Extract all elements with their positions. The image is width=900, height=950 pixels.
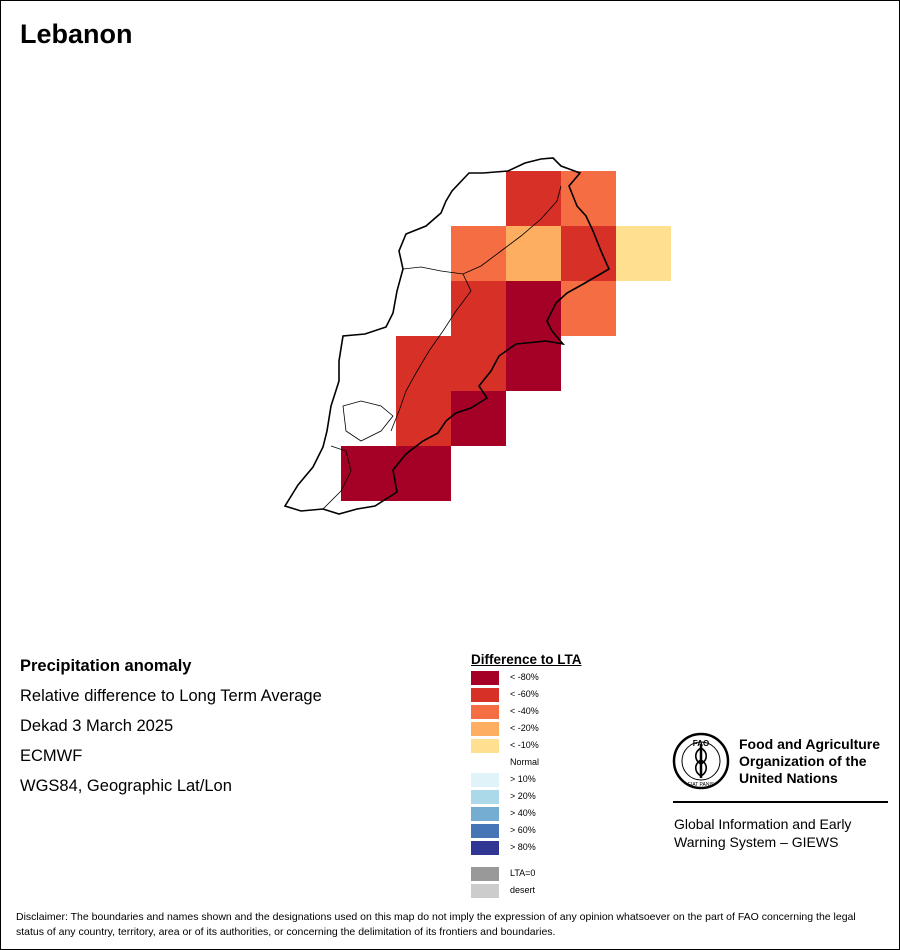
giews-line: Warning System – GIEWS bbox=[674, 834, 839, 850]
anomaly-cell bbox=[561, 171, 616, 226]
info-heading: Precipitation anomaly bbox=[20, 657, 192, 675]
legend-swatch bbox=[471, 841, 499, 855]
legend-item: < -10% bbox=[471, 739, 611, 754]
internal-boundary bbox=[402, 185, 562, 275]
legend-swatch bbox=[471, 884, 499, 898]
anomaly-cell bbox=[506, 171, 561, 226]
anomaly-cell bbox=[451, 281, 506, 336]
anomaly-cell bbox=[561, 281, 616, 336]
internal-boundary bbox=[390, 273, 472, 432]
fao-emblem-icon: FAO FIAT PANIS bbox=[672, 732, 730, 790]
legend-item: < -40% bbox=[471, 705, 611, 720]
legend-swatch bbox=[471, 671, 499, 685]
legend-swatch bbox=[471, 756, 499, 770]
info-line-2: Dekad 3 March 2025 bbox=[20, 717, 174, 735]
giews-line: Global Information and Early bbox=[674, 816, 852, 832]
legend-swatch bbox=[471, 705, 499, 719]
legend-swatch bbox=[471, 790, 499, 804]
legend-label: Normal bbox=[510, 757, 540, 767]
legend-item: > 40% bbox=[471, 807, 611, 822]
legend-label: > 40% bbox=[510, 808, 536, 818]
legend-item: < -20% bbox=[471, 722, 611, 737]
svg-text:FAO: FAO bbox=[693, 739, 709, 748]
legend-swatch bbox=[471, 688, 499, 702]
map-title: Lebanon bbox=[20, 19, 133, 49]
fao-name-line: Food and Agriculture bbox=[739, 736, 881, 752]
fao-name-line: United Nations bbox=[739, 770, 838, 786]
disclaimer: Disclaimer: The boundaries and names sho… bbox=[16, 911, 856, 938]
legend-item: > 20% bbox=[471, 790, 611, 805]
legend-item: desert bbox=[471, 884, 611, 899]
legend-label: > 80% bbox=[510, 842, 536, 852]
anomaly-cell bbox=[506, 336, 561, 391]
legend-label: LTA=0 bbox=[510, 868, 536, 878]
info-line-3: ECMWF bbox=[20, 747, 83, 765]
anomaly-grid bbox=[341, 171, 671, 501]
legend-item: Normal bbox=[471, 756, 611, 771]
anomaly-cell bbox=[616, 226, 671, 281]
anomaly-cell bbox=[451, 336, 506, 391]
anomaly-cell bbox=[341, 446, 396, 501]
fao-name-line: Organization of the bbox=[739, 753, 867, 769]
legend-label: > 60% bbox=[510, 825, 536, 835]
lebanon-outline bbox=[283, 157, 611, 515]
legend-swatch bbox=[471, 824, 499, 838]
legend-label: < -60% bbox=[510, 689, 539, 699]
info-line-1: Relative difference to Long Term Average bbox=[20, 687, 322, 705]
anomaly-cell bbox=[396, 446, 451, 501]
legend-title: Difference to LTA bbox=[471, 652, 582, 667]
anomaly-cell bbox=[506, 281, 561, 336]
anomaly-map bbox=[283, 157, 671, 515]
legend-label: < -80% bbox=[510, 672, 539, 682]
legend-label: < -10% bbox=[510, 740, 539, 750]
divider bbox=[673, 801, 888, 803]
anomaly-cell bbox=[396, 336, 451, 391]
internal-boundary bbox=[322, 445, 352, 510]
legend-label: desert bbox=[510, 885, 536, 895]
legend-item: > 10% bbox=[471, 773, 611, 788]
country-borders bbox=[283, 157, 611, 515]
internal-boundary bbox=[342, 400, 394, 442]
legend-label: > 10% bbox=[510, 774, 536, 784]
legend-item: < -60% bbox=[471, 688, 611, 703]
anomaly-cell bbox=[506, 226, 561, 281]
anomaly-cell bbox=[396, 391, 451, 446]
legend-item: > 60% bbox=[471, 824, 611, 839]
svg-text:FIAT PANIS: FIAT PANIS bbox=[688, 782, 715, 788]
legend-item: < -80% bbox=[471, 671, 611, 686]
legend-swatch bbox=[471, 773, 499, 787]
giews-name: Global Information and Early Warning Sys… bbox=[674, 815, 851, 851]
legend-item: LTA=0 bbox=[471, 867, 611, 882]
anomaly-cell bbox=[451, 391, 506, 446]
fao-name: Food and Agriculture Organization of the… bbox=[739, 736, 880, 787]
legend-label: < -40% bbox=[510, 706, 539, 716]
info-line-4: WGS84, Geographic Lat/Lon bbox=[20, 777, 232, 795]
anomaly-cell bbox=[451, 226, 506, 281]
anomaly-cell bbox=[561, 226, 616, 281]
legend-item: > 80% bbox=[471, 841, 611, 856]
legend-swatch bbox=[471, 807, 499, 821]
legend-swatch bbox=[471, 739, 499, 753]
legend-label: > 20% bbox=[510, 791, 536, 801]
legend-swatch bbox=[471, 722, 499, 736]
legend-swatch bbox=[471, 867, 499, 881]
legend-label: < -20% bbox=[510, 723, 539, 733]
